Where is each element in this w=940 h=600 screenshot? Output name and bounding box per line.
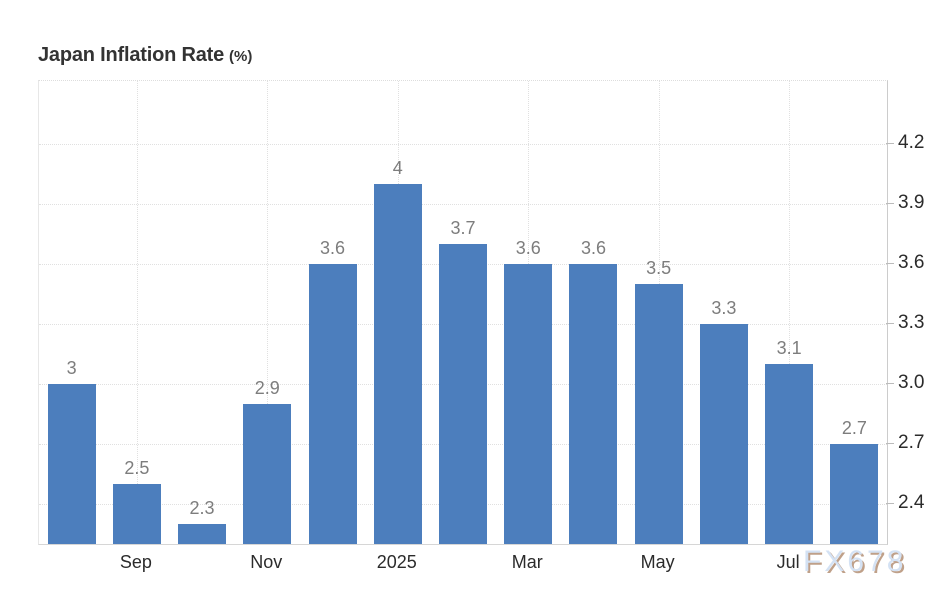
y-axis-tick [886, 323, 894, 324]
x-axis: Sep Nov 2025 Mar May Jul [38, 552, 886, 576]
bar [308, 264, 357, 544]
y-tick-label: 3.0 [898, 372, 925, 393]
x-tick-label: Jul [776, 552, 800, 572]
y-axis-tick [886, 503, 894, 504]
bar-value-label: 3.7 [450, 218, 476, 238]
bar [569, 264, 618, 544]
y-tick-label: 4.2 [898, 132, 925, 153]
chart-title-unit: (%) [229, 48, 253, 65]
y-tick-label: 2.4 [898, 492, 925, 513]
x-tick-label: 2025 [376, 552, 417, 572]
bar [243, 404, 292, 544]
bar-value-label: 3.6 [515, 238, 541, 258]
x-tick-label: Nov [250, 552, 283, 572]
y-axis-tick [886, 143, 894, 144]
y-tick-label: 3.6 [898, 252, 925, 273]
y-tick-label: 2.7 [898, 432, 925, 453]
y-axis-tick [886, 203, 894, 204]
y-tick-label: 3.3 [898, 312, 925, 333]
watermark: FX678 [803, 545, 907, 578]
gridline-horizontal [39, 204, 887, 205]
bar-value-label: 3.3 [711, 298, 737, 318]
x-tick-label: Mar [511, 552, 543, 572]
bar-value-label: 3.6 [320, 238, 346, 258]
gridline-vertical [789, 81, 791, 544]
bar-value-label: 3.6 [580, 238, 606, 258]
y-axis-tick [886, 263, 894, 264]
x-tick-label: May [640, 552, 675, 572]
bar-value-label: 4 [392, 158, 403, 178]
bar-value-label: 3 [66, 358, 77, 378]
y-axis-tick [886, 383, 894, 384]
bar-value-label: 3.1 [776, 338, 802, 358]
bar [178, 524, 227, 544]
bar-value-label: 3.5 [646, 258, 672, 278]
bar [765, 364, 814, 544]
bar [439, 244, 487, 544]
bar-value-label: 2.7 [841, 418, 867, 438]
x-tick-label: Sep [119, 552, 152, 572]
gridline-vertical [267, 81, 269, 544]
gridline-vertical [136, 81, 138, 544]
bar-value-label: 2.9 [254, 378, 280, 398]
bar [504, 264, 553, 544]
bar [634, 284, 683, 544]
y-tick-label: 3.9 [898, 192, 925, 213]
bar-value-label: 2.5 [124, 458, 150, 478]
bar [373, 184, 422, 544]
chart-title-text: Japan Inflation Rate [38, 44, 225, 66]
y-axis: 4.2 3.9 3.6 3.3 3.0 2.7 2.4 [886, 80, 940, 543]
bar-value-label: 2.3 [189, 498, 215, 518]
chart-title: Japan Inflation Rate (%) [38, 44, 252, 67]
bar [112, 484, 161, 544]
gridline-horizontal [39, 144, 887, 145]
bar [699, 324, 748, 544]
bar [47, 384, 96, 544]
y-axis-tick [886, 443, 894, 444]
bar [830, 444, 879, 544]
plot-area: 3 2.5 2.3 2.9 3.6 4 3.7 3.6 3.6 3.5 3.3 3.1 2.7 [38, 80, 888, 545]
